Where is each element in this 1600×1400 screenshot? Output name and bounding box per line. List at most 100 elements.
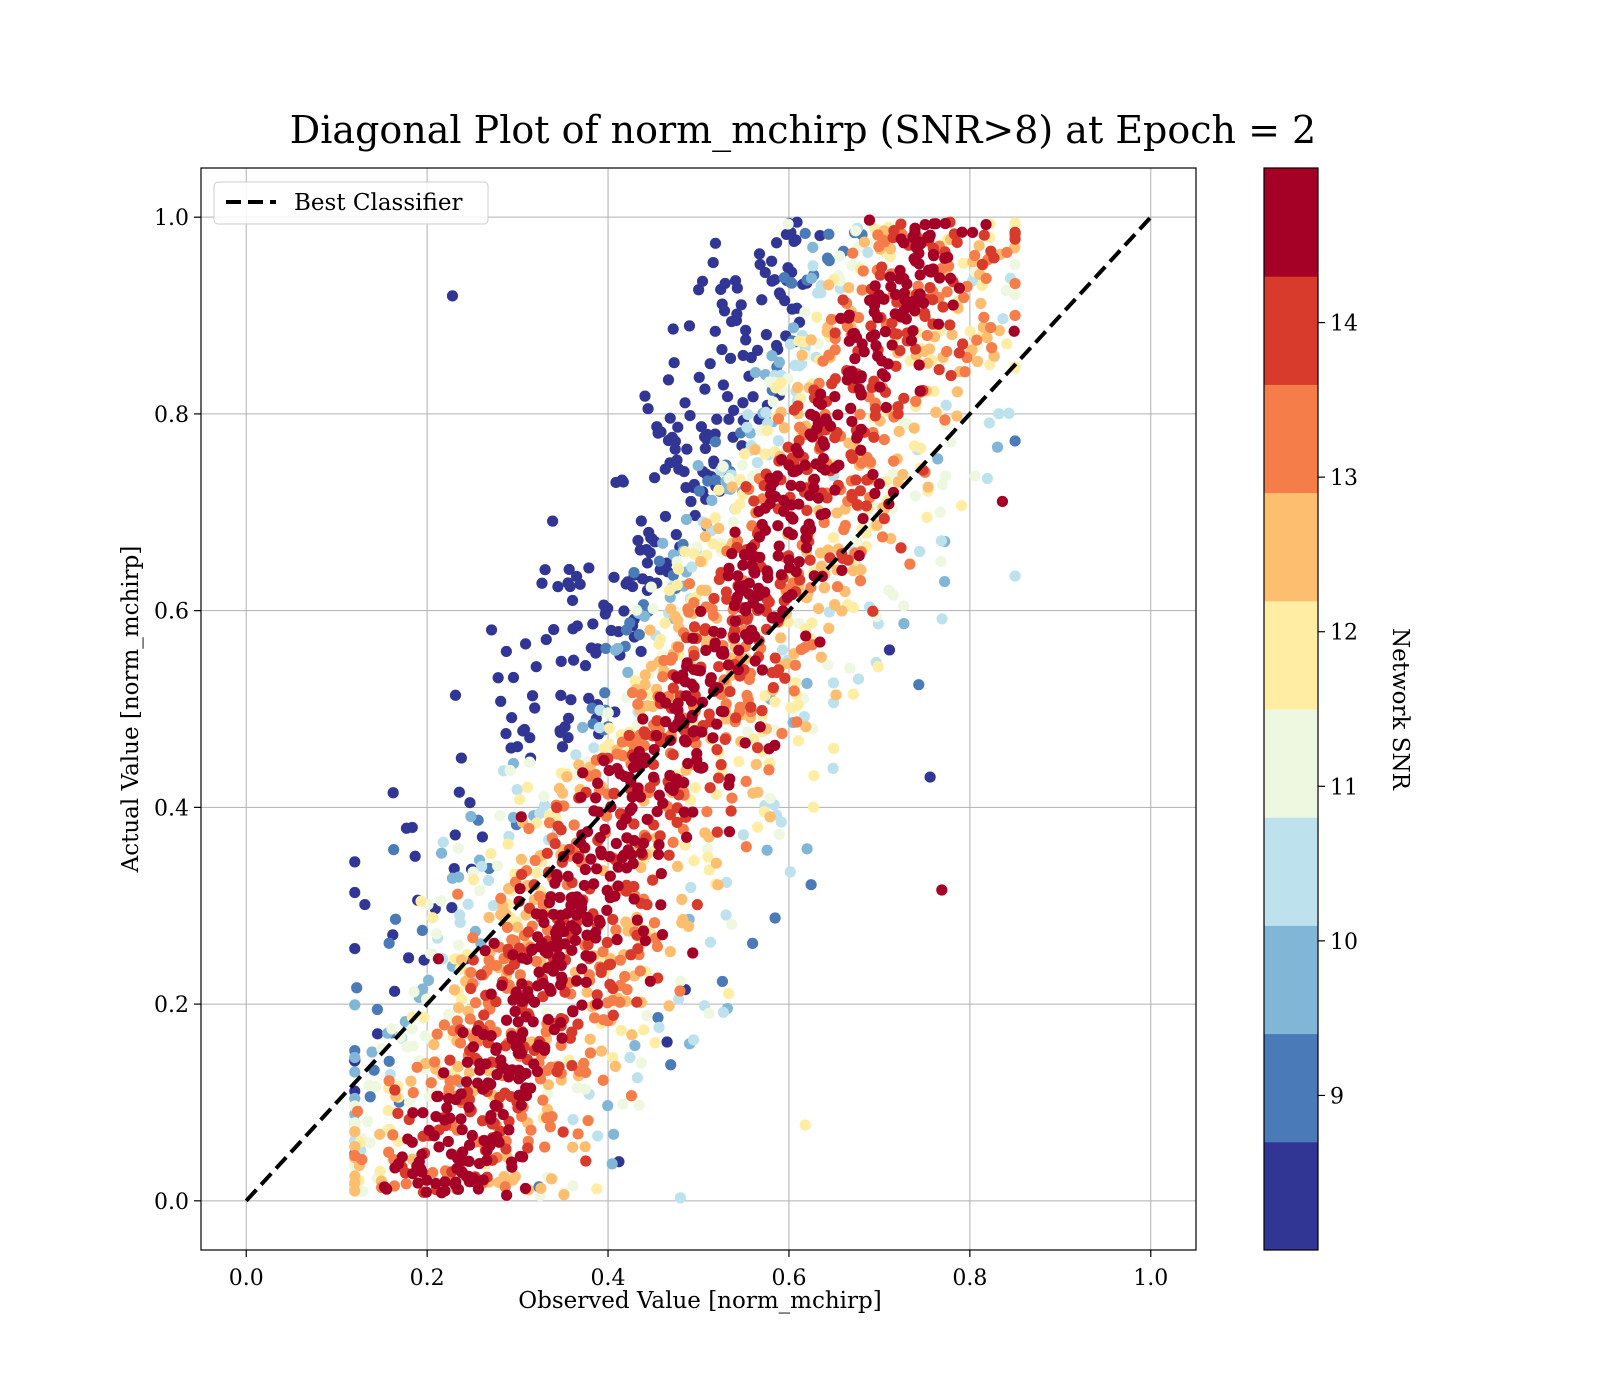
scatter-point — [530, 661, 542, 673]
scatter-point — [772, 550, 784, 562]
scatter-point — [626, 802, 638, 814]
scatter-point — [749, 366, 762, 379]
scatter-point — [507, 994, 519, 1006]
scatter-point — [829, 599, 841, 611]
scatter-point — [792, 735, 804, 747]
scatter-point — [897, 468, 909, 481]
scatter-point — [767, 612, 779, 624]
scatter-point — [587, 618, 599, 630]
scatter-point — [773, 356, 786, 368]
scatter-point — [511, 741, 524, 753]
scatter-point — [749, 630, 761, 642]
scatter-point — [776, 644, 789, 656]
scatter-point — [678, 806, 690, 818]
scatter-point — [745, 701, 757, 713]
scatter-point — [759, 266, 771, 279]
scatter-point — [463, 1066, 475, 1079]
scatter-point — [767, 396, 779, 408]
scatter-point — [827, 532, 840, 544]
scatter-point — [478, 1134, 490, 1147]
scatter-point — [813, 602, 825, 615]
scatter-point — [631, 914, 643, 926]
scatter-point — [670, 529, 682, 541]
scatter-point — [747, 391, 759, 403]
scatter-point — [683, 320, 696, 332]
scatter-point — [873, 478, 885, 490]
scatter-point — [622, 666, 634, 679]
scatter-point — [611, 934, 623, 946]
scatter-point — [847, 688, 859, 700]
scatter-point — [438, 1019, 450, 1031]
scatter-point — [1009, 570, 1021, 582]
scatter-point — [778, 422, 790, 434]
scatter-point — [718, 305, 731, 317]
scatter-point — [651, 940, 663, 953]
scatter-point — [507, 949, 519, 961]
scatter-point — [602, 707, 614, 719]
scatter-point — [515, 853, 527, 865]
scatter-point — [569, 934, 582, 947]
scatter-point — [454, 916, 466, 929]
scatter-point — [591, 1183, 603, 1195]
scatter-point — [593, 806, 605, 818]
scatter-point — [546, 1173, 558, 1185]
scatter-point — [639, 390, 651, 402]
scatter-point — [699, 442, 711, 455]
scatter-point — [616, 819, 628, 831]
scatter-point — [664, 412, 676, 424]
scatter-point — [548, 1024, 560, 1036]
scatter-point — [811, 311, 823, 323]
scatter-point — [651, 805, 663, 818]
scatter-point — [441, 1102, 453, 1114]
scatter-point — [653, 789, 665, 801]
scatter-point — [664, 946, 676, 958]
scatter-point — [567, 1141, 579, 1153]
scatter-point — [955, 500, 968, 512]
scatter-point — [669, 443, 681, 455]
scatter-point — [620, 885, 632, 897]
scatter-point — [618, 849, 630, 861]
scatter-point — [981, 472, 993, 485]
scatter-point — [812, 287, 824, 299]
scatter-point — [476, 860, 488, 873]
scatter-point — [799, 459, 811, 471]
scatter-point — [539, 564, 551, 576]
scatter-point — [722, 570, 734, 582]
scatter-point — [567, 1113, 579, 1126]
scatter-point — [681, 831, 693, 843]
scatter-point — [541, 847, 553, 859]
scatter-point — [506, 1030, 518, 1042]
scatter-point — [725, 805, 737, 817]
scatter-point — [429, 1056, 441, 1068]
scatter-point — [567, 1180, 579, 1192]
scatter-point — [917, 297, 930, 309]
scatter-point — [735, 299, 747, 311]
scatter-point — [867, 468, 879, 481]
scatter-point — [953, 282, 965, 294]
scatter-point — [597, 1074, 609, 1086]
scatter-point — [693, 371, 705, 383]
scatter-point — [407, 1107, 419, 1119]
scatter-point — [700, 433, 713, 445]
scatter-point — [668, 357, 680, 369]
scatter-point — [500, 728, 512, 740]
scatter-point — [516, 1110, 528, 1122]
scatter-point — [682, 757, 694, 770]
x-tick-label: 0.8 — [952, 1266, 987, 1291]
y-tick-label: 1.0 — [154, 206, 189, 231]
scatter-point — [847, 247, 859, 259]
scatter-point — [488, 937, 500, 949]
scatter-point — [823, 255, 835, 267]
scatter-point — [479, 945, 491, 957]
scatter-point — [739, 737, 751, 749]
scatter-point — [759, 690, 771, 702]
scatter-point — [908, 422, 920, 434]
scatter-point — [626, 580, 639, 593]
scatter-point — [562, 870, 574, 882]
scatter-point — [608, 1128, 620, 1140]
scatter-point — [953, 347, 965, 359]
scatter-point — [673, 463, 685, 475]
scatter-point — [742, 408, 754, 421]
scatter-point — [503, 1124, 515, 1136]
scatter-point — [438, 1114, 451, 1126]
